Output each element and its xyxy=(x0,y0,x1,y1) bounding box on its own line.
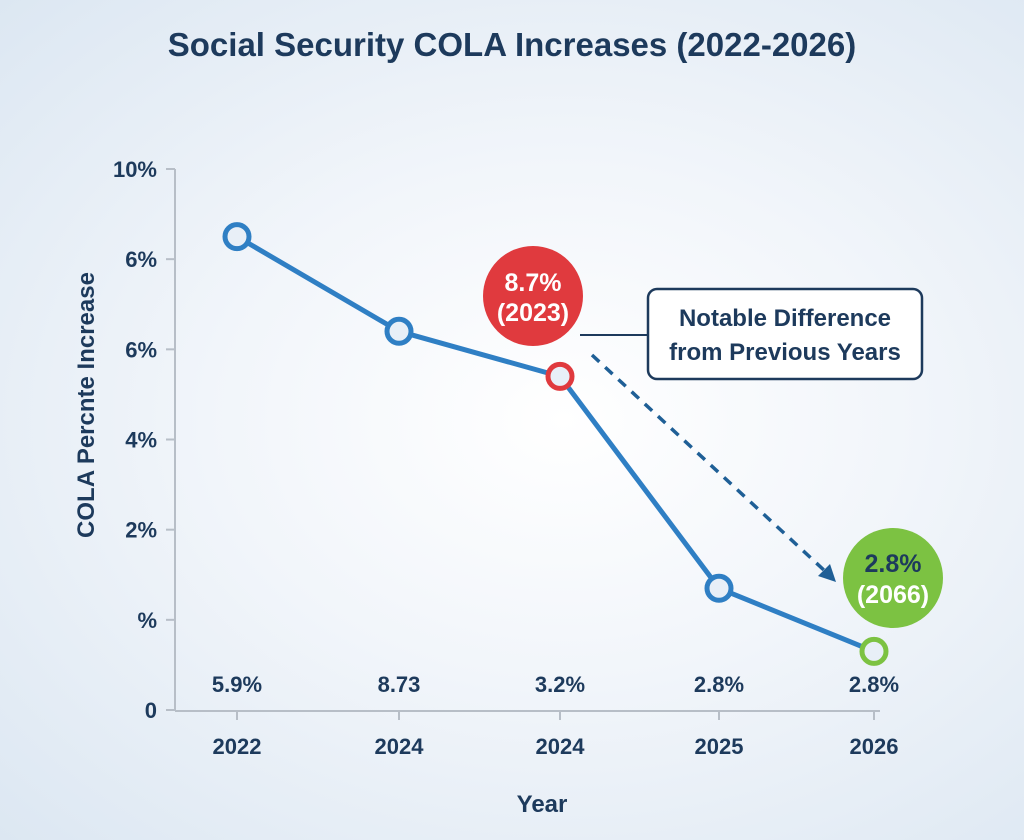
value-label: 2.8% xyxy=(849,672,899,697)
value-label: 5.9% xyxy=(212,672,262,697)
note-box-frame xyxy=(646,287,924,381)
data-point-marker xyxy=(384,316,414,346)
red-bubble-year: (2023) xyxy=(497,299,569,327)
note-line-2: from Previous Years xyxy=(669,339,901,366)
y-tick-label: 0 xyxy=(145,698,157,723)
green-bubble-year: (2066) xyxy=(857,581,929,609)
green-bubble-value: 2.8% xyxy=(865,550,922,578)
y-tick-label: 2% xyxy=(125,518,157,543)
chart-title: Social Security COLA Increases (2022-202… xyxy=(168,26,856,63)
x-tick-label: 2026 xyxy=(850,734,899,759)
y-tick-label: % xyxy=(137,608,157,633)
red-bubble-value: 8.7% xyxy=(505,269,562,297)
y-tick-label: 6% xyxy=(125,337,157,362)
y-axis-label: COLA Percnte Increase xyxy=(73,272,100,538)
x-axis-label: Year xyxy=(517,791,568,818)
data-point-marker xyxy=(222,222,252,252)
value-label: 2.8% xyxy=(694,672,744,697)
data-point-marker xyxy=(545,361,575,391)
y-tick-label: 10% xyxy=(113,157,157,182)
x-tick-label: 2025 xyxy=(695,734,744,759)
green-bubble-circle xyxy=(843,528,943,628)
red-callout-bubble: 8.7% (2023) xyxy=(483,246,583,346)
y-tick-label: 4% xyxy=(125,428,157,453)
y-tick-label: 6% xyxy=(125,247,157,272)
x-tick-label: 2022 xyxy=(213,734,262,759)
x-tick-label: 2024 xyxy=(375,734,425,759)
value-label: 3.2% xyxy=(535,672,585,697)
arrow-head-icon xyxy=(818,564,836,582)
data-point-marker xyxy=(859,636,889,666)
green-callout-bubble: 2.8% (2066) xyxy=(843,528,943,628)
x-tick-label: 2024 xyxy=(536,734,586,759)
note-box: Notable Difference from Previous Years xyxy=(646,287,924,381)
note-line-1: Notable Difference xyxy=(679,305,891,332)
value-label: 8.73 xyxy=(378,672,421,697)
red-bubble-circle xyxy=(483,246,583,346)
data-point-marker xyxy=(704,573,734,603)
